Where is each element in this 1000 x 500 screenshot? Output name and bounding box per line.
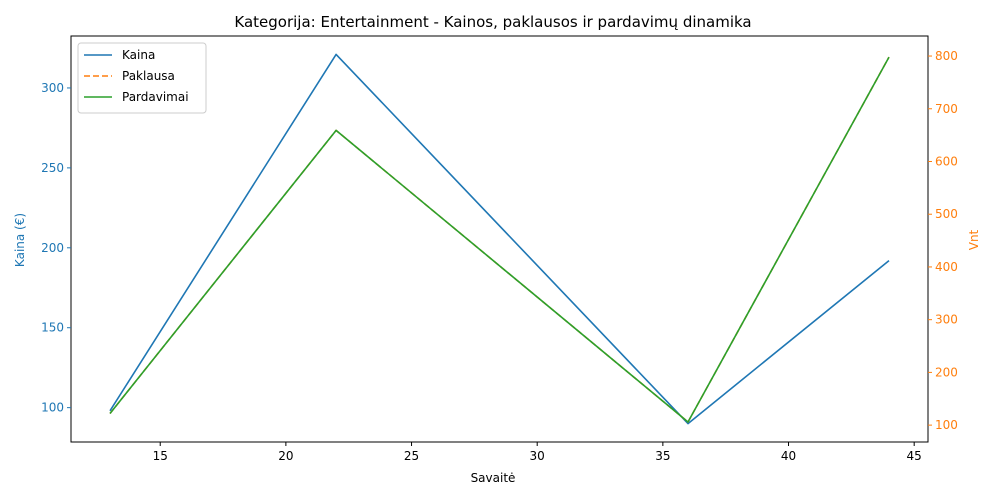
- x-tick-label: 35: [655, 449, 670, 463]
- legend: [77, 42, 207, 114]
- y-right-tick-label: 200: [935, 365, 958, 379]
- y-left-tick-label: 150: [41, 321, 64, 335]
- x-tick-label: 25: [404, 449, 419, 463]
- y-axis-left-label: Kaina (€): [13, 213, 27, 267]
- plot-frame: [70, 35, 929, 443]
- x-tick-label: 45: [907, 449, 922, 463]
- chart-title: Kategorija: Entertainment - Kainos, pakl…: [234, 13, 751, 31]
- y-right-tick-label: 700: [935, 102, 958, 116]
- x-tick-label: 15: [153, 449, 168, 463]
- y-right-tick-label: 400: [935, 260, 958, 274]
- legend-label-paklausa: Paklausa: [122, 69, 175, 83]
- x-tick-label: 30: [530, 449, 545, 463]
- x-axis-label: Savaitė: [471, 471, 516, 485]
- y-left-tick-label: 200: [41, 241, 64, 255]
- y-right-tick-label: 500: [935, 207, 958, 221]
- x-tick-label: 40: [781, 449, 796, 463]
- y-left-tick-label: 250: [41, 161, 64, 175]
- legend-label-pardavimai: Pardavimai: [122, 90, 189, 104]
- legend-label-kaina: Kaina: [122, 48, 155, 62]
- x-tick-label: 20: [278, 449, 293, 463]
- y-right-tick-label: 100: [935, 418, 958, 432]
- y-right-tick-label: 800: [935, 49, 958, 63]
- y-right-tick-label: 600: [935, 154, 958, 168]
- y-left-tick-label: 100: [41, 401, 64, 415]
- series-line-pardavimai: [109, 56, 890, 423]
- y-left-tick-label: 300: [41, 81, 64, 95]
- series-line-kaina: [109, 53, 890, 425]
- y-right-tick-label: 300: [935, 313, 958, 327]
- y-axis-right-label: Vnt: [967, 229, 981, 250]
- series-line-paklausa: [109, 56, 890, 423]
